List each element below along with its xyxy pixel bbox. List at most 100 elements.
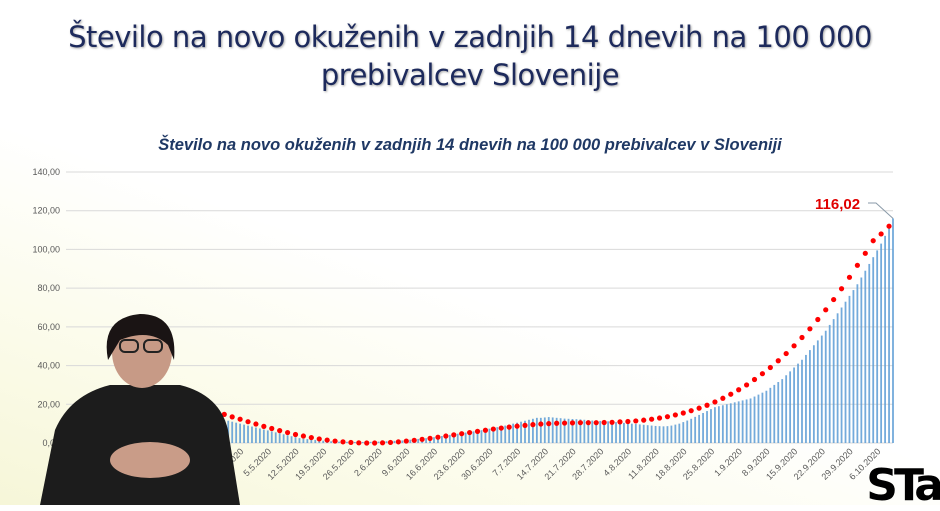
bar bbox=[338, 441, 340, 443]
bar bbox=[888, 227, 890, 443]
bar bbox=[844, 301, 847, 443]
trend-dot bbox=[300, 433, 307, 439]
trend-dot bbox=[451, 432, 457, 438]
trend-dot bbox=[284, 429, 291, 436]
bar bbox=[892, 218, 894, 443]
trend-dot bbox=[846, 274, 853, 280]
bar bbox=[741, 400, 744, 443]
y-tick-label: 40,00 bbox=[37, 361, 60, 371]
trend-dot bbox=[364, 440, 370, 446]
sign-language-interpreter-image bbox=[40, 314, 240, 505]
bar bbox=[294, 437, 297, 443]
bar bbox=[812, 345, 815, 443]
trend-dot bbox=[862, 250, 868, 256]
bar bbox=[686, 420, 689, 443]
bar bbox=[662, 426, 665, 443]
bar bbox=[634, 424, 637, 443]
bar bbox=[820, 335, 823, 443]
bar bbox=[460, 433, 463, 443]
bar bbox=[587, 420, 590, 443]
bar bbox=[619, 422, 621, 443]
bar bbox=[417, 438, 420, 443]
bar bbox=[698, 414, 701, 443]
trend-dot bbox=[261, 423, 267, 429]
trend-dot bbox=[838, 286, 845, 292]
bar bbox=[492, 427, 495, 443]
trend-dot bbox=[664, 414, 671, 420]
bar bbox=[567, 418, 570, 443]
bar bbox=[516, 422, 518, 443]
bar bbox=[512, 423, 515, 443]
sta-logo: STa bbox=[866, 460, 940, 511]
bar bbox=[603, 421, 606, 443]
bar bbox=[599, 420, 602, 443]
bar bbox=[868, 263, 871, 443]
bar bbox=[729, 403, 732, 443]
main-title: Število na novo okuženih v zadnjih 14 dn… bbox=[0, 18, 940, 94]
bar bbox=[710, 409, 712, 443]
bar bbox=[401, 440, 404, 443]
y-tick-label: 0,00 bbox=[42, 438, 60, 448]
bar bbox=[658, 426, 661, 443]
bar bbox=[504, 425, 507, 443]
bar bbox=[306, 439, 309, 443]
trend-dot bbox=[546, 421, 552, 427]
bar bbox=[789, 371, 792, 443]
bar bbox=[322, 440, 325, 443]
bar bbox=[682, 422, 685, 443]
bar bbox=[721, 405, 724, 443]
trend-dot bbox=[467, 429, 473, 436]
bar bbox=[630, 423, 633, 443]
trend-dot bbox=[625, 418, 631, 425]
bar bbox=[650, 425, 653, 443]
bar bbox=[361, 442, 364, 443]
bar bbox=[733, 402, 736, 443]
bar bbox=[678, 423, 681, 443]
bar bbox=[255, 427, 257, 443]
bar bbox=[654, 425, 657, 443]
trend-dot bbox=[815, 316, 821, 323]
bar bbox=[761, 392, 764, 443]
bar bbox=[777, 382, 780, 443]
bar bbox=[714, 407, 716, 443]
bar bbox=[563, 418, 566, 443]
bar bbox=[524, 420, 526, 443]
trend-dot bbox=[237, 416, 243, 422]
trend-dot bbox=[688, 408, 694, 414]
chart-title: Število na novo okuženih v zadnjih 14 dn… bbox=[158, 136, 782, 154]
trend-dot bbox=[617, 419, 623, 425]
trend-dot bbox=[253, 421, 259, 427]
trend-dot bbox=[316, 436, 322, 442]
bar bbox=[809, 350, 811, 443]
trend-dot bbox=[554, 420, 560, 426]
bar bbox=[448, 434, 451, 443]
bar bbox=[251, 426, 253, 443]
bar bbox=[745, 399, 748, 443]
bar bbox=[884, 235, 886, 443]
bar bbox=[310, 439, 313, 443]
trend-dot bbox=[585, 420, 591, 426]
bar bbox=[626, 423, 629, 443]
trend-dot bbox=[759, 371, 766, 377]
trend-dot bbox=[569, 420, 576, 426]
annotation-leader-line bbox=[868, 202, 894, 219]
bar bbox=[243, 424, 245, 443]
bar bbox=[773, 384, 776, 443]
trend-dot bbox=[514, 423, 520, 429]
bar bbox=[611, 421, 613, 443]
trend-dot bbox=[403, 438, 409, 444]
trend-dot bbox=[435, 434, 441, 440]
trend-dot bbox=[372, 440, 378, 446]
bar bbox=[456, 433, 459, 443]
bar bbox=[816, 340, 819, 443]
trend-dot bbox=[633, 418, 639, 424]
trend-dot bbox=[506, 424, 512, 430]
trend-dot bbox=[292, 431, 299, 438]
trend-dot bbox=[609, 419, 615, 425]
bar bbox=[539, 417, 542, 443]
trend-dot bbox=[577, 420, 584, 426]
bar bbox=[508, 424, 511, 443]
trend-dot bbox=[649, 416, 655, 422]
bar bbox=[852, 290, 855, 443]
trend-dot bbox=[712, 399, 718, 405]
